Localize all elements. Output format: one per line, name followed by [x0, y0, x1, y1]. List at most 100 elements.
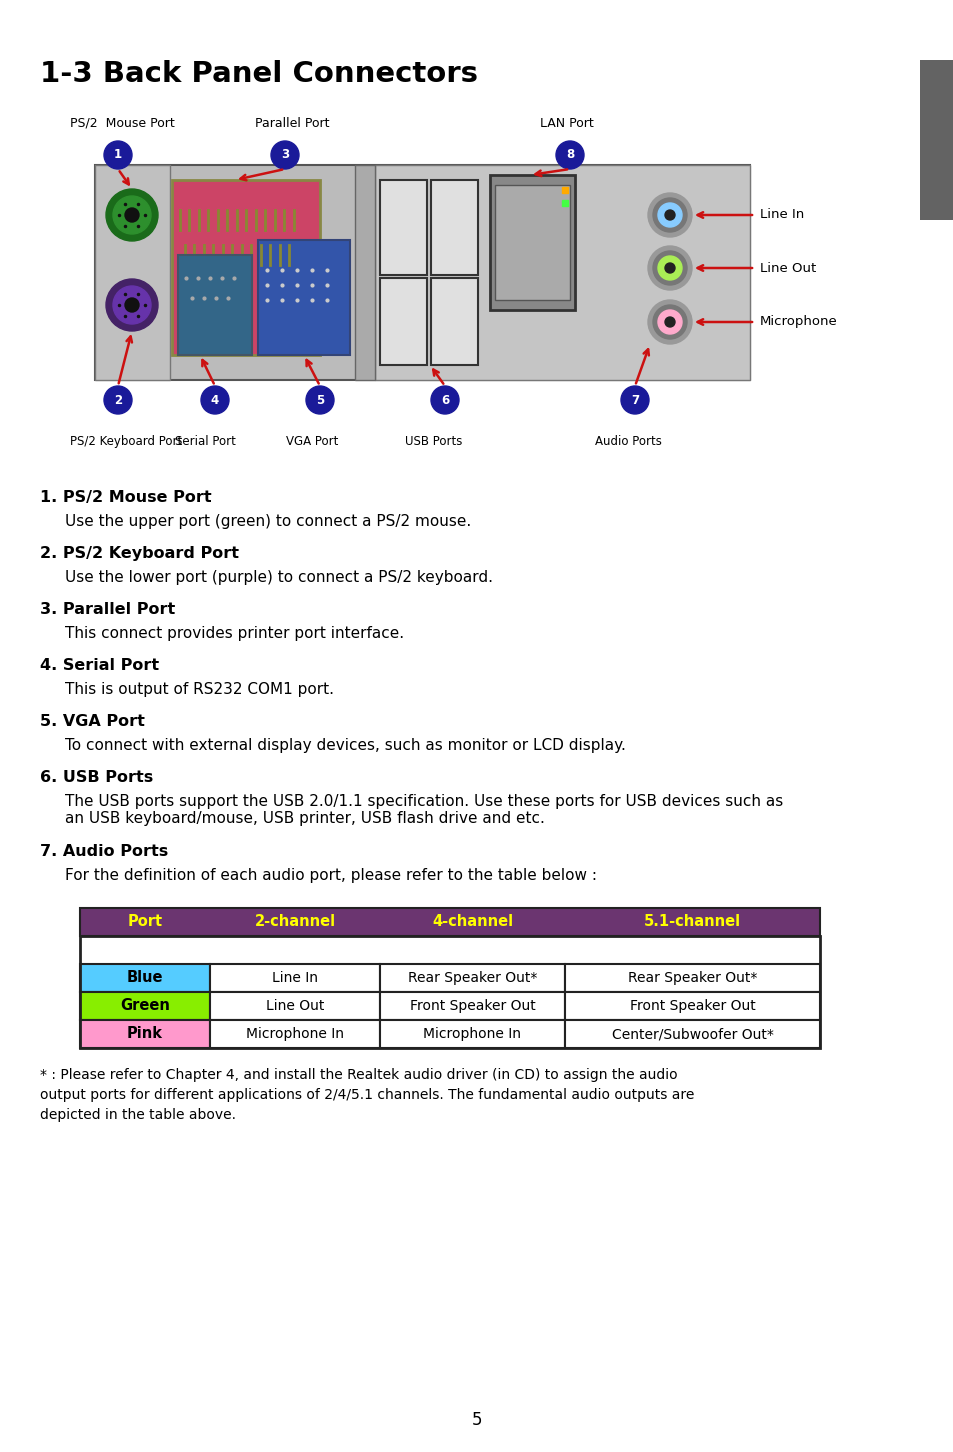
- Text: This is output of RS232 COM1 port.: This is output of RS232 COM1 port.: [65, 682, 334, 697]
- FancyBboxPatch shape: [80, 964, 210, 992]
- Text: 4. Serial Port: 4. Serial Port: [40, 658, 159, 672]
- Text: Line In: Line In: [272, 971, 317, 984]
- Text: 4-channel: 4-channel: [432, 915, 513, 929]
- Circle shape: [201, 386, 229, 414]
- FancyBboxPatch shape: [95, 166, 170, 380]
- Circle shape: [647, 193, 691, 237]
- FancyBboxPatch shape: [379, 992, 564, 1019]
- Text: 5: 5: [315, 393, 324, 407]
- Text: 5. VGA Port: 5. VGA Port: [40, 714, 145, 729]
- Text: * : Please refer to Chapter 4, and install the Realtek audio driver (in CD) to a: * : Please refer to Chapter 4, and insta…: [40, 1069, 677, 1082]
- Text: Serial Port: Serial Port: [174, 436, 235, 449]
- Circle shape: [664, 211, 675, 221]
- Text: Blue: Blue: [127, 970, 163, 986]
- Circle shape: [658, 256, 681, 280]
- Text: Center/Subwoofer Out*: Center/Subwoofer Out*: [611, 1027, 773, 1041]
- Circle shape: [556, 141, 583, 168]
- Text: 2-channel: 2-channel: [254, 915, 335, 929]
- FancyBboxPatch shape: [80, 908, 820, 937]
- Text: PS/2  Mouse Port: PS/2 Mouse Port: [70, 118, 174, 131]
- Circle shape: [112, 286, 151, 324]
- Text: 7. Audio Ports: 7. Audio Ports: [40, 844, 168, 860]
- Text: Port: Port: [128, 915, 162, 929]
- Text: 3. Parallel Port: 3. Parallel Port: [40, 603, 175, 617]
- Text: 2: 2: [113, 393, 122, 407]
- Text: depicted in the table above.: depicted in the table above.: [40, 1108, 235, 1122]
- Text: 8: 8: [565, 148, 574, 161]
- Text: Rear Speaker Out*: Rear Speaker Out*: [627, 971, 757, 984]
- Text: 5: 5: [471, 1411, 482, 1429]
- Circle shape: [106, 189, 158, 241]
- Text: Microphone In: Microphone In: [246, 1027, 344, 1041]
- Circle shape: [125, 208, 139, 222]
- FancyBboxPatch shape: [210, 992, 379, 1019]
- Text: Parallel Port: Parallel Port: [254, 118, 329, 131]
- Text: 6: 6: [440, 393, 449, 407]
- FancyBboxPatch shape: [210, 964, 379, 992]
- Text: 2. PS/2 Keyboard Port: 2. PS/2 Keyboard Port: [40, 546, 239, 560]
- FancyBboxPatch shape: [564, 1019, 820, 1048]
- Text: Line In: Line In: [760, 209, 803, 222]
- FancyBboxPatch shape: [355, 166, 375, 380]
- Text: Microphone In: Microphone In: [423, 1027, 521, 1041]
- FancyBboxPatch shape: [210, 1019, 379, 1048]
- Text: 7: 7: [630, 393, 639, 407]
- Text: Use the upper port (green) to connect a PS/2 mouse.: Use the upper port (green) to connect a …: [65, 514, 471, 529]
- Circle shape: [125, 298, 139, 312]
- Circle shape: [431, 386, 458, 414]
- Circle shape: [664, 263, 675, 273]
- FancyBboxPatch shape: [564, 992, 820, 1019]
- Text: Line Out: Line Out: [760, 261, 816, 274]
- Text: 1: 1: [113, 148, 122, 161]
- Text: To connect with external display devices, such as monitor or LCD display.: To connect with external display devices…: [65, 738, 625, 754]
- Circle shape: [652, 197, 686, 232]
- Text: Front Speaker Out: Front Speaker Out: [629, 999, 755, 1013]
- Circle shape: [652, 305, 686, 338]
- Circle shape: [647, 301, 691, 344]
- Circle shape: [664, 317, 675, 327]
- Text: Green: Green: [120, 999, 170, 1013]
- FancyBboxPatch shape: [95, 166, 749, 380]
- Circle shape: [306, 386, 334, 414]
- Text: For the definition of each audio port, please refer to the table below :: For the definition of each audio port, p…: [65, 868, 597, 883]
- Text: This connect provides printer port interface.: This connect provides printer port inter…: [65, 626, 404, 640]
- Circle shape: [271, 141, 298, 168]
- Text: VGA Port: VGA Port: [286, 436, 338, 449]
- FancyBboxPatch shape: [172, 180, 319, 354]
- FancyBboxPatch shape: [80, 1019, 210, 1048]
- Text: 5.1-channel: 5.1-channel: [643, 915, 740, 929]
- FancyBboxPatch shape: [431, 277, 477, 364]
- FancyBboxPatch shape: [257, 240, 350, 354]
- FancyBboxPatch shape: [431, 180, 477, 274]
- Text: output ports for different applications of 2/4/5.1 channels. The fundamental aud: output ports for different applications …: [40, 1088, 694, 1102]
- Text: LAN Port: LAN Port: [539, 118, 593, 131]
- Text: 4: 4: [211, 393, 219, 407]
- FancyBboxPatch shape: [490, 176, 575, 309]
- Text: 1. PS/2 Mouse Port: 1. PS/2 Mouse Port: [40, 489, 212, 505]
- FancyBboxPatch shape: [375, 166, 749, 380]
- Text: Use the lower port (purple) to connect a PS/2 keyboard.: Use the lower port (purple) to connect a…: [65, 571, 493, 585]
- Circle shape: [112, 196, 151, 234]
- FancyBboxPatch shape: [80, 992, 210, 1019]
- Text: Microphone: Microphone: [760, 315, 837, 328]
- Text: Audio Ports: Audio Ports: [595, 436, 661, 449]
- Circle shape: [658, 309, 681, 334]
- Text: PS/2 Keyboard Port: PS/2 Keyboard Port: [70, 436, 182, 449]
- Circle shape: [106, 279, 158, 331]
- Circle shape: [104, 141, 132, 168]
- Circle shape: [620, 386, 648, 414]
- FancyBboxPatch shape: [379, 1019, 564, 1048]
- Text: 6. USB Ports: 6. USB Ports: [40, 770, 153, 786]
- Text: 1: 1: [929, 290, 943, 309]
- Circle shape: [652, 251, 686, 285]
- Text: Rear Speaker Out*: Rear Speaker Out*: [407, 971, 537, 984]
- Circle shape: [658, 203, 681, 227]
- FancyBboxPatch shape: [379, 277, 427, 364]
- FancyBboxPatch shape: [379, 180, 427, 274]
- Text: 1-3 Back Panel Connectors: 1-3 Back Panel Connectors: [40, 60, 477, 89]
- Text: The USB ports support the USB 2.0/1.1 specification. Use these ports for USB dev: The USB ports support the USB 2.0/1.1 sp…: [65, 794, 782, 826]
- Text: Line Out: Line Out: [266, 999, 324, 1013]
- Text: USB Ports: USB Ports: [405, 436, 462, 449]
- Text: Front Speaker Out: Front Speaker Out: [409, 999, 535, 1013]
- FancyBboxPatch shape: [919, 60, 953, 221]
